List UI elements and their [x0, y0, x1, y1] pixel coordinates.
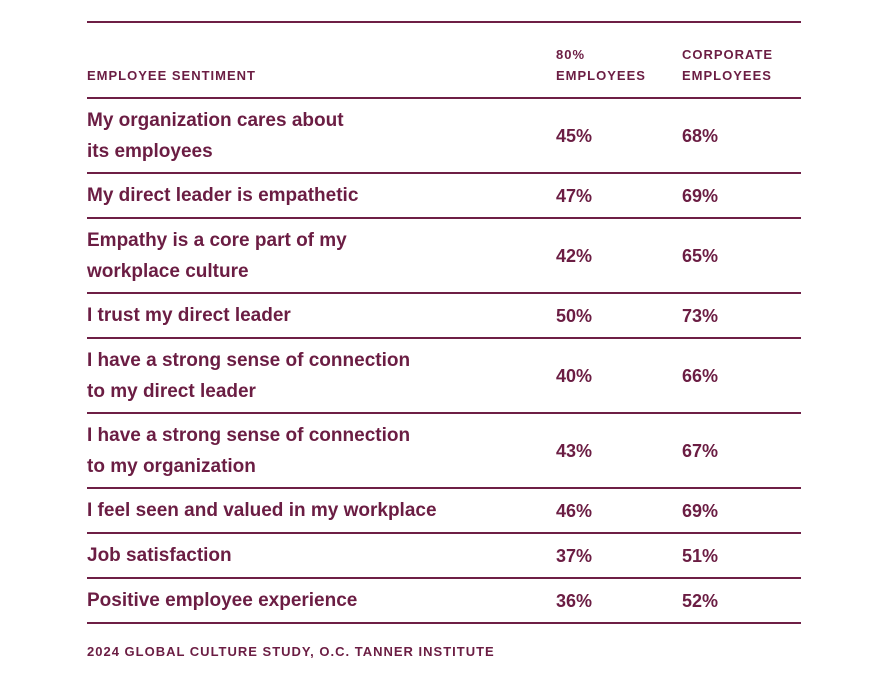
row-label: Positive employee experience	[87, 590, 358, 611]
header-corporate-employees: CORPORATE EMPLOYEES	[682, 44, 773, 86]
row-label-line2: to my direct leader	[87, 381, 256, 402]
value-80-employees: 42%	[556, 246, 593, 266]
value-corporate-employees: 65%	[682, 246, 719, 266]
row-divider	[87, 217, 801, 219]
value-corporate-employees: 67%	[682, 441, 719, 461]
row-label-line2: its employees	[87, 141, 213, 162]
table-row: Job satisfaction 37% 51%	[87, 534, 801, 577]
row-label: I trust my direct leader	[87, 305, 291, 326]
header-employee-sentiment: EMPLOYEE SENTIMENT	[87, 68, 256, 83]
row-label-line1: I have a strong sense of connection	[87, 425, 411, 446]
row-label: I have a strong sense of connection to my…	[87, 345, 410, 407]
table-row: Empathy is a core part of my workplace cu…	[87, 219, 801, 292]
row-label: I feel seen and valued in my workplace	[87, 500, 437, 521]
table-row: My direct leader is empathetic 47% 69%	[87, 174, 801, 217]
table-top-rule	[87, 21, 801, 23]
table-row: I have a strong sense of connection to my…	[87, 414, 801, 487]
value-80-employees: 47%	[556, 186, 593, 206]
value-80-employees: 45%	[556, 126, 593, 146]
row-label: Job satisfaction	[87, 545, 232, 566]
row-divider	[87, 412, 801, 414]
value-80-employees: 50%	[556, 306, 593, 326]
row-label: My organization cares about its employees	[87, 105, 344, 167]
header-80-line2: EMPLOYEES	[556, 68, 646, 83]
table-row: My organization cares about its employees…	[87, 99, 801, 172]
value-corporate-employees: 68%	[682, 126, 719, 146]
header-corp-line2: EMPLOYEES	[682, 68, 772, 83]
value-80-employees: 46%	[556, 501, 593, 521]
value-corporate-employees: 69%	[682, 186, 719, 206]
value-corporate-employees: 52%	[682, 591, 719, 611]
row-label-line1: My organization cares about	[87, 110, 344, 131]
value-80-employees: 37%	[556, 546, 593, 566]
value-corporate-employees: 51%	[682, 546, 719, 566]
table-row: I trust my direct leader 50% 73%	[87, 294, 801, 337]
row-divider	[87, 577, 801, 579]
row-divider	[87, 292, 801, 294]
row-label-line2: workplace culture	[87, 261, 249, 282]
value-80-employees: 43%	[556, 441, 593, 461]
table-row: I have a strong sense of connection to my…	[87, 339, 801, 412]
table-bottom-rule	[87, 622, 801, 624]
row-label: My direct leader is empathetic	[87, 185, 359, 206]
value-80-employees: 36%	[556, 591, 593, 611]
row-divider	[87, 487, 801, 489]
row-divider	[87, 532, 801, 534]
value-corporate-employees: 69%	[682, 501, 719, 521]
row-label-line1: Empathy is a core part of my	[87, 230, 347, 251]
header-corp-line1: CORPORATE	[682, 47, 774, 62]
header-80-employees: 80% EMPLOYEES	[556, 44, 646, 86]
value-corporate-employees: 66%	[682, 366, 719, 386]
value-corporate-employees: 73%	[682, 306, 719, 326]
table-row: Positive employee experience 36% 52%	[87, 579, 801, 622]
row-label: I have a strong sense of connection to my…	[87, 420, 410, 482]
row-divider	[87, 337, 801, 339]
table-row: I feel seen and valued in my workplace 4…	[87, 489, 801, 532]
row-label-line1: I have a strong sense of connection	[87, 350, 411, 371]
table-header-rule	[87, 97, 801, 99]
row-divider	[87, 172, 801, 174]
source-caption: 2024 GLOBAL CULTURE STUDY, O.C. TANNER I…	[87, 644, 495, 659]
value-80-employees: 40%	[556, 366, 593, 386]
sentiment-table: EMPLOYEE SENTIMENT 80% EMPLOYEES CORPORA…	[87, 21, 801, 624]
table-header: EMPLOYEE SENTIMENT 80% EMPLOYEES CORPORA…	[87, 23, 801, 97]
header-80-line1: 80%	[556, 47, 586, 62]
row-label-line2: to my organization	[87, 456, 256, 477]
row-label: Empathy is a core part of my workplace cu…	[87, 225, 347, 287]
